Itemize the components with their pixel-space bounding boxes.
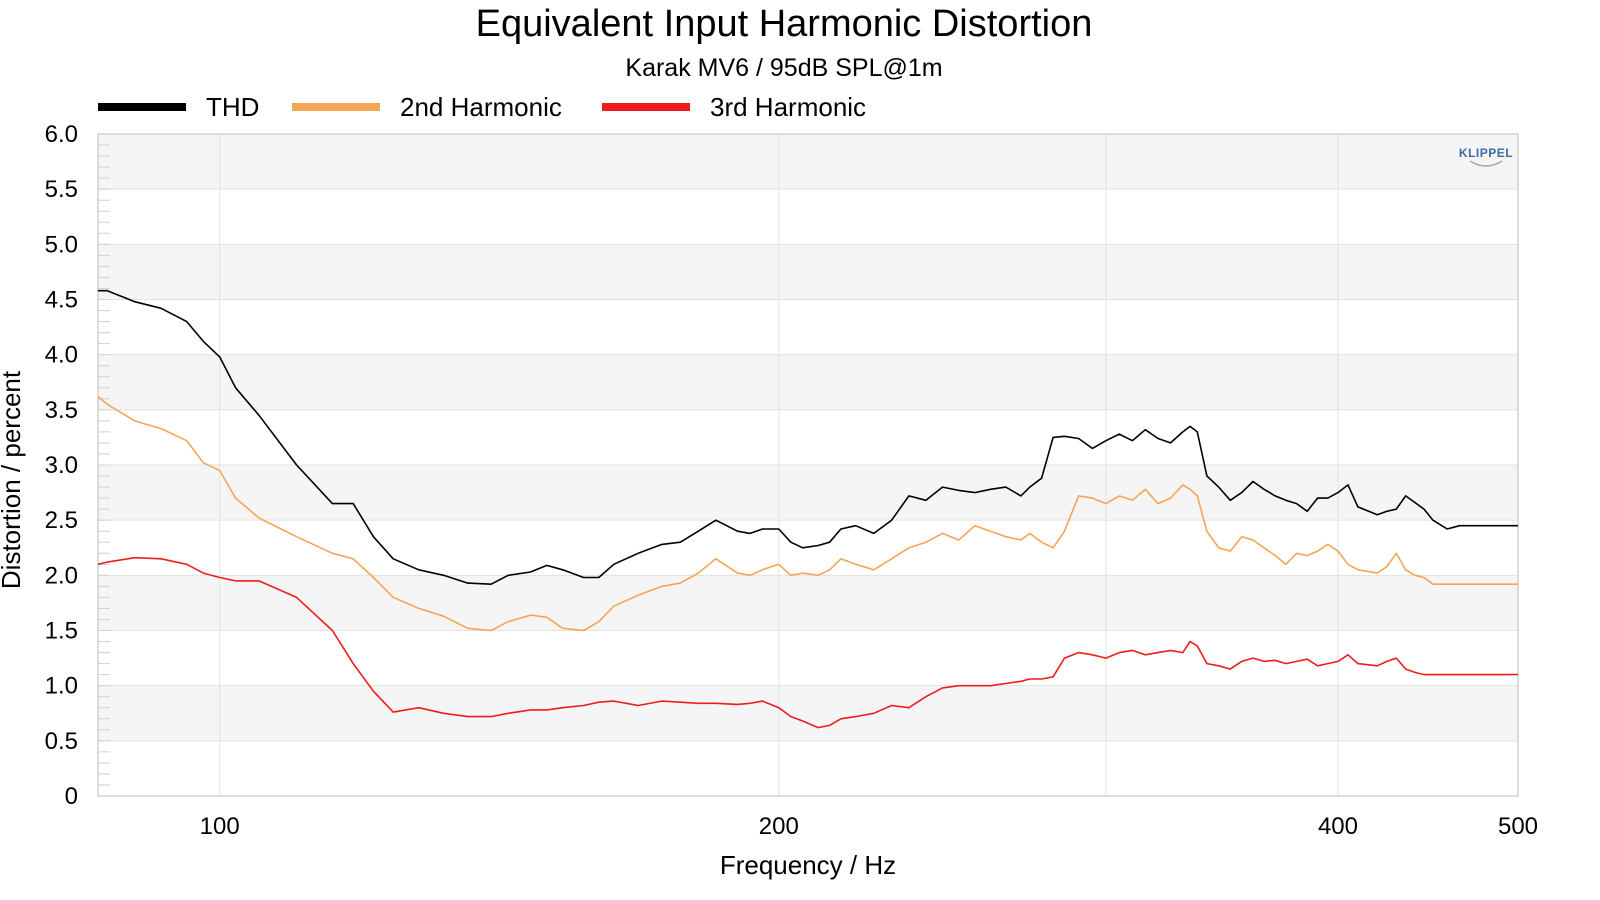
plot-band xyxy=(98,189,1518,245)
y-tick-label: 3.5 xyxy=(45,397,78,424)
y-tick-label: 0 xyxy=(65,783,78,810)
plot-band xyxy=(98,134,1518,190)
y-tick-label: 5.5 xyxy=(45,176,78,203)
legend-label: 3rd Harmonic xyxy=(710,92,866,122)
y-tick-label: 1.0 xyxy=(45,673,78,700)
legend-swatch xyxy=(98,103,186,111)
y-tick-label: 4.5 xyxy=(45,287,78,314)
x-tick-label: 100 xyxy=(200,813,240,840)
logo-text: KLIPPEL xyxy=(1459,146,1513,160)
legend-label: THD xyxy=(206,92,259,122)
y-tick-label: 0.5 xyxy=(45,728,78,755)
plot-band xyxy=(98,630,1518,686)
plot-frame xyxy=(97,133,1519,797)
plot-band xyxy=(98,740,1518,796)
series-lines xyxy=(97,289,1518,729)
x-tick-labels: 100 200 400 500 xyxy=(200,813,1538,840)
legend-label: 2nd Harmonic xyxy=(400,92,562,122)
y-tick-label: 2.0 xyxy=(45,562,78,589)
plot-band xyxy=(98,465,1518,521)
minor-ticks xyxy=(98,133,110,786)
y-tick-label: 1.5 xyxy=(45,618,78,645)
gridlines xyxy=(98,133,1518,797)
y-tick-label: 6.0 xyxy=(45,121,78,148)
y-tick-label: 5.0 xyxy=(45,231,78,258)
y-tick-label: 2.5 xyxy=(45,507,78,534)
plot-band xyxy=(98,409,1518,465)
y-tick-label: 4.0 xyxy=(45,342,78,369)
chart-title: Equivalent Input Harmonic Distortion xyxy=(476,3,1093,45)
y-tick-label: 3.0 xyxy=(45,452,78,479)
plot-band xyxy=(98,354,1518,410)
plot-band xyxy=(98,685,1518,741)
legend-swatch xyxy=(292,103,380,111)
klippel-logo: KLIPPEL xyxy=(1459,146,1513,167)
plot-band xyxy=(98,299,1518,355)
plot-band xyxy=(98,244,1518,300)
series-line-thd xyxy=(98,289,1518,585)
y-axis-label: Distortion / percent xyxy=(0,370,26,589)
chart-subtitle: Karak MV6 / 95dB SPL@1m xyxy=(625,54,942,82)
legend-swatch xyxy=(602,103,690,111)
x-tick-label: 200 xyxy=(759,813,799,840)
legend: THD 2nd Harmonic 3rd Harmonic xyxy=(98,92,866,122)
logo-swoosh xyxy=(1469,160,1503,167)
x-axis-label: Frequency / Hz xyxy=(720,850,896,880)
series-line-2nd-harmonic xyxy=(97,395,1518,632)
x-tick-label: 400 xyxy=(1318,813,1358,840)
plot-band xyxy=(98,575,1518,631)
series-line-3rd-harmonic xyxy=(97,556,1518,729)
plot-bands xyxy=(98,134,1518,796)
x-tick-label: 500 xyxy=(1498,813,1538,840)
y-tick-labels: 0 0.5 1.0 1.5 2.0 2.5 3.0 3.5 4.0 4.5 5.0 5.5 6.0 xyxy=(45,121,78,810)
